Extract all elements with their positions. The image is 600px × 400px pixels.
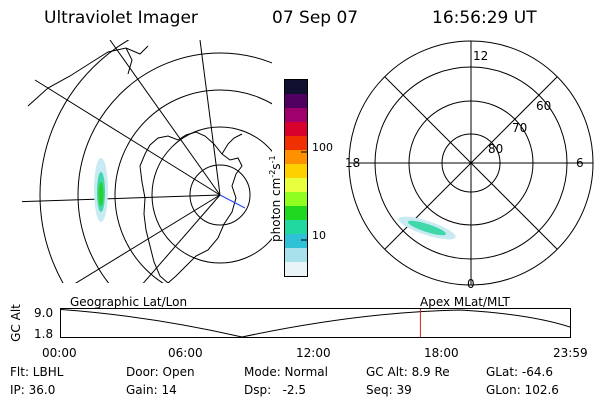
altitude-timeline	[60, 308, 571, 338]
instrument-title: Ultraviolet Imager	[44, 8, 198, 28]
filter-value: Flt: LBHL	[10, 365, 64, 379]
timeline-tick-4: 23:59	[553, 346, 588, 360]
meridian-line	[109, 40, 221, 196]
timeline-y-bottom: 1.8	[34, 327, 54, 341]
colorbar-stripe	[285, 234, 307, 249]
timeline-y-top: 9.0	[34, 306, 54, 320]
timeline-axis-label: GC Alt	[9, 304, 23, 342]
meridian-line	[34, 79, 221, 196]
colorbar-stripe	[285, 220, 307, 235]
lat-label-70: 70	[512, 121, 527, 135]
geographic-map	[22, 40, 272, 283]
aurora-patch-mag	[398, 216, 456, 240]
colorbar-stripe	[285, 94, 307, 109]
south-america-coastline	[27, 45, 149, 107]
colorbar-stripe	[285, 178, 307, 193]
colorbar-stripe	[285, 262, 307, 276]
aurora-patch-geo	[94, 158, 108, 222]
lat-label-80: 80	[488, 142, 503, 156]
lat-circle	[77, 52, 272, 283]
meridian-line	[22, 194, 221, 203]
timeline-tick-3: 18:00	[424, 346, 459, 360]
colorbar-stripe	[285, 192, 307, 207]
colorbar-stripe	[285, 248, 307, 263]
colorbar-stripe	[285, 136, 307, 151]
gain-value: Gain: 14	[126, 383, 177, 397]
time-label: 16:56:29 UT	[432, 8, 537, 28]
ip-value: IP: 36.0	[10, 383, 56, 397]
mlt-label-0: 0	[467, 277, 475, 290]
meridian-line	[142, 194, 221, 283]
meridian-line	[199, 40, 221, 196]
colorbar-stripe	[285, 164, 307, 179]
seq-value: Seq: 39	[366, 383, 412, 397]
geo-panel-caption: Geographic Lat/Lon	[70, 295, 188, 309]
timeline-tick-1: 06:00	[168, 346, 203, 360]
meridian-line	[75, 194, 221, 283]
gc-alt-value: GC Alt: 8.9 Re	[366, 365, 450, 379]
date-label: 07 Sep 07	[272, 8, 359, 28]
mlt-label-18: 18	[345, 156, 360, 170]
lat-circle	[39, 40, 130, 283]
timeline-tick-0: 00:00	[42, 346, 77, 360]
door-value: Door: Open	[126, 365, 195, 379]
glat-value: GLat: -64.6	[486, 365, 553, 379]
colorbar-stripe	[285, 206, 307, 221]
colorbar-tick-10: 10	[312, 229, 326, 242]
colorbar-tick-100: 100	[312, 141, 333, 154]
lat-label-60: 60	[536, 99, 551, 113]
antarctica-coastline	[139, 131, 243, 283]
timeline-tick-2: 12:00	[296, 346, 331, 360]
glon-value: GLon: 102.6	[486, 383, 559, 397]
mlt-label-12: 12	[473, 49, 488, 63]
colorbar-axis-label: photon cm-2s-1	[268, 155, 283, 242]
timeline-frame	[60, 308, 571, 338]
colorbar-stripe	[285, 122, 307, 137]
colorbar-stripe	[285, 108, 307, 123]
lat-circle	[151, 126, 272, 264]
mag-panel-caption: Apex MLat/MLT	[420, 295, 510, 309]
mlt-label-6: 6	[576, 156, 584, 170]
dsp-value: Dsp: -2.5	[244, 383, 307, 397]
magnetic-polar-plot: 12 18 6 0 60 70 80	[345, 40, 594, 290]
terminator-line	[219, 194, 246, 209]
altitude-curve	[60, 309, 571, 338]
colorbar-stripe	[285, 150, 307, 165]
lat-circle	[189, 164, 251, 226]
color-scale-bar	[284, 79, 308, 277]
colorbar-stripe	[285, 80, 307, 95]
peninsula-coastline	[221, 133, 243, 155]
lat-circle	[114, 89, 272, 283]
mode-value: Mode: Normal	[244, 365, 328, 379]
